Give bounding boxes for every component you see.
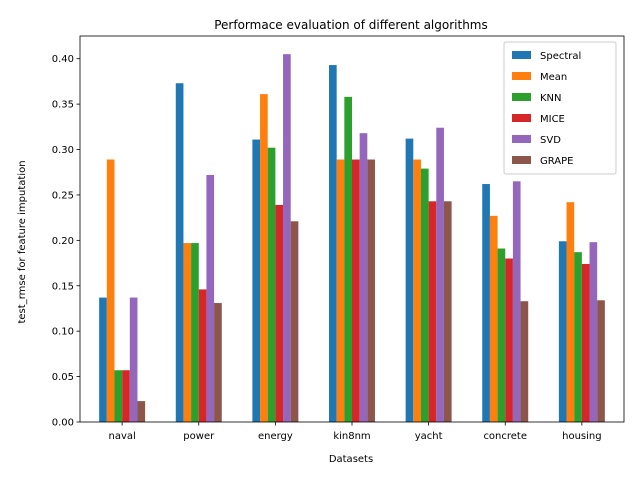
bar-knn-yacht: [420, 168, 429, 422]
bar-knn-energy: [267, 147, 276, 422]
bar-mean-yacht: [413, 159, 421, 422]
legend-label-knn: KNN: [540, 93, 562, 104]
x-tick-label-energy: energy: [258, 431, 293, 442]
legend-swatch-svd: [512, 135, 531, 143]
bar-grape-yacht: [443, 201, 452, 422]
bar-spectral-power: [175, 83, 184, 422]
bar-svd-naval: [129, 297, 138, 422]
bar-svd-concrete: [512, 181, 521, 422]
legend-swatch-spectral: [512, 51, 531, 59]
bar-mean-housing: [566, 202, 575, 422]
bar-knn-housing: [574, 252, 582, 422]
x-tick-label-housing: housing: [562, 431, 601, 442]
bar-grape-housing: [597, 300, 605, 422]
legend-box: [503, 41, 617, 175]
y-axis-label: test_rmse for feature imputation: [17, 160, 28, 323]
bar-mice-yacht: [428, 201, 437, 422]
bar-mean-concrete: [489, 215, 498, 422]
bar-mice-naval: [122, 370, 130, 422]
bar-knn-kin8nm: [344, 96, 352, 422]
bar-svd-housing: [589, 242, 598, 422]
bar-knn-power: [191, 243, 199, 422]
bar-mean-kin8nm: [336, 159, 345, 422]
x-tick-label-naval: naval: [108, 431, 135, 442]
bar-mean-power: [183, 243, 192, 422]
bar-svd-yacht: [436, 127, 444, 423]
bar-spectral-yacht: [405, 138, 414, 422]
x-tick-label-power: power: [183, 431, 215, 442]
y-tick-label: 0.35: [52, 100, 74, 111]
x-tick-label-concrete: concrete: [483, 431, 527, 442]
legend-swatch-mice: [512, 114, 531, 122]
legend-swatch-mean: [512, 72, 531, 80]
x-tick-label-kin8nm: kin8nm: [333, 431, 370, 442]
y-tick-label: 0.25: [52, 190, 74, 201]
bar-mice-kin8nm: [352, 159, 360, 422]
bar-grape-kin8nm: [367, 159, 375, 422]
bar-grape-power: [214, 303, 222, 422]
x-tick-label-yacht: yacht: [415, 431, 443, 442]
bar-grape-concrete: [520, 301, 529, 422]
bar-mice-energy: [275, 204, 284, 422]
y-tick-label: 0.20: [52, 236, 74, 247]
y-tick-label: 0.00: [52, 418, 74, 429]
bar-knn-naval: [114, 370, 123, 422]
bar-spectral-housing: [558, 241, 567, 422]
bar-grape-energy: [290, 221, 299, 422]
bar-svd-power: [206, 174, 215, 422]
bar-mice-concrete: [505, 258, 513, 422]
legend-label-mean: Mean: [540, 72, 567, 83]
legend-label-svd: SVD: [540, 135, 561, 146]
axes-layer: 0.00 0.05 0.10 0.15 0.20 0.25 0.30 0.35 0.40 nava…: [52, 35, 625, 442]
legend: Spectral Mean KNN MICE SVD GRAPE: [503, 41, 617, 175]
bar-spectral-kin8nm: [329, 65, 337, 422]
x-axis-label: Datasets: [329, 454, 373, 465]
y-tick-label: 0.05: [52, 372, 74, 383]
y-tick-label: 0.30: [52, 145, 74, 156]
bar-spectral-naval: [99, 297, 107, 422]
legend-swatch-knn: [512, 93, 531, 101]
bar-spectral-energy: [252, 139, 261, 422]
bar-svd-kin8nm: [359, 133, 368, 422]
bars-layer: [99, 54, 605, 423]
bar-mice-housing: [581, 263, 590, 422]
legend-label-spectral: Spectral: [540, 51, 581, 62]
legend-label-mice: MICE: [540, 114, 565, 125]
y-tick-label: 0.10: [52, 327, 74, 338]
legend-swatch-grape: [512, 156, 531, 164]
bar-grape-naval: [137, 401, 146, 422]
y-tick-label: 0.40: [52, 54, 74, 65]
bar-mean-naval: [106, 159, 115, 422]
y-tick-label: 0.15: [52, 281, 74, 292]
bar-svd-energy: [283, 54, 291, 423]
bar-mean-energy: [260, 94, 268, 422]
bar-spectral-concrete: [482, 184, 490, 422]
bar-knn-concrete: [497, 248, 506, 422]
legend-label-grape: GRAPE: [540, 156, 573, 167]
bar-mice-power: [198, 289, 207, 422]
chart-title: Performace evaluation of different algor…: [214, 18, 488, 32]
